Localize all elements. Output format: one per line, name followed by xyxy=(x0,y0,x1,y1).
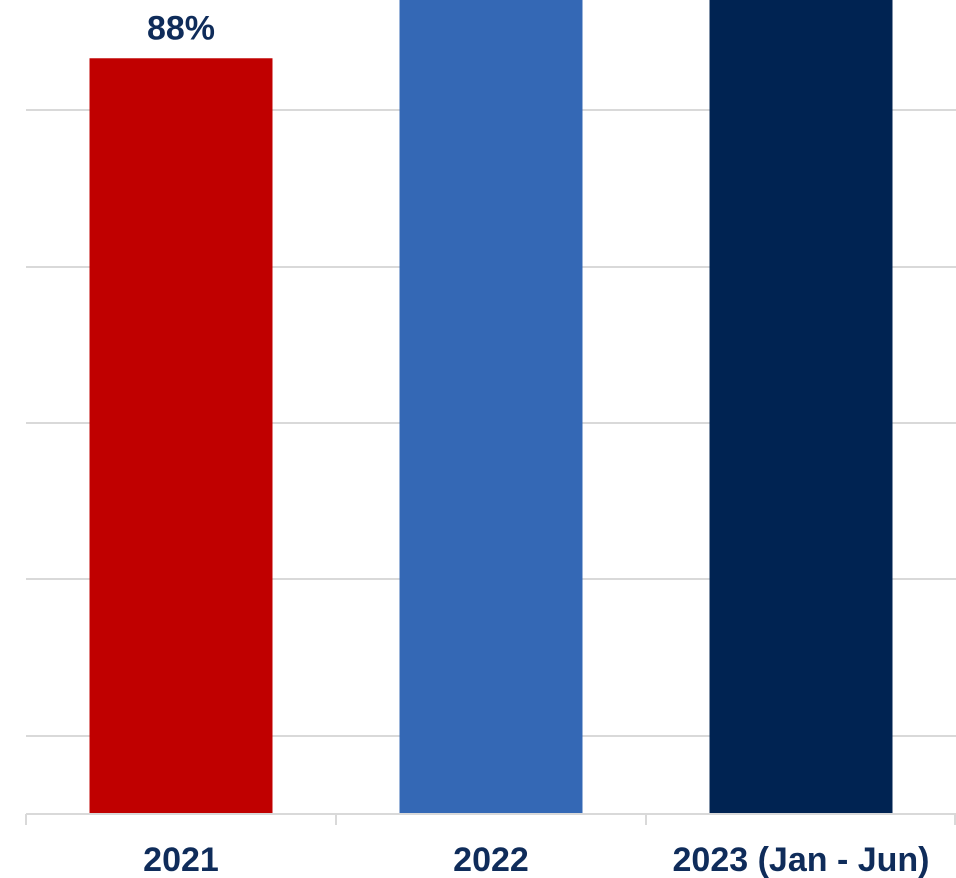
bar-2022 xyxy=(399,0,583,814)
x-tick-label: 2023 (Jan - Jun) xyxy=(673,841,930,878)
bar-2021 xyxy=(89,58,273,814)
data-labels: 88%96%99% xyxy=(147,9,215,47)
x-axis xyxy=(25,813,956,825)
x-tick-label: 2021 xyxy=(143,841,219,878)
category-labels: 2021 2022 2023 (Jan - Jun) xyxy=(143,841,929,878)
x-tick-label: 2022 xyxy=(453,841,529,878)
bars xyxy=(89,0,893,815)
bar-2023-jan-jun- xyxy=(709,0,893,815)
data-label: 88% xyxy=(147,9,215,47)
